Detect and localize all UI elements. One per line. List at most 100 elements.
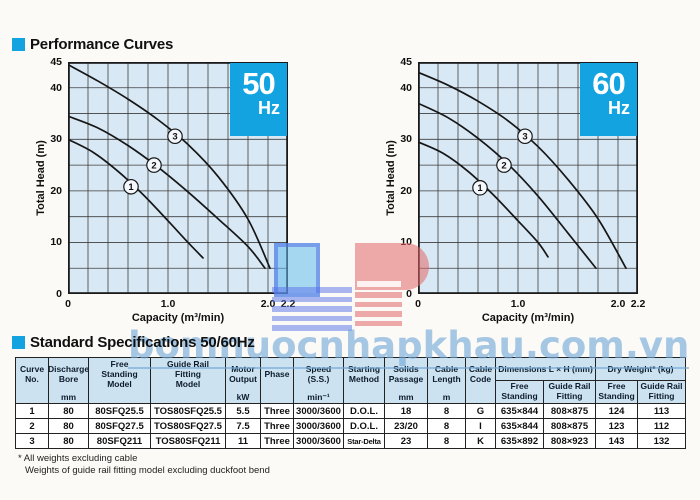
- plot-area-50hz: 1 2 3 50 Hz: [68, 62, 288, 294]
- table-cell: 2: [15, 418, 49, 434]
- col-header-discharge-bore: Discharge Bore mm: [48, 357, 89, 404]
- curve-number-badge-2: [146, 157, 162, 173]
- col-header-curve-no: Curve No.: [15, 357, 49, 404]
- section-heading-specifications: Standard Specifications 50/60Hz: [12, 334, 255, 351]
- table-header: Curve No. Discharge Bore mm Free Standing…: [15, 357, 687, 404]
- svg-text:2: 2: [151, 161, 156, 172]
- table-cell: Three: [260, 418, 294, 434]
- section-heading-text: Standard Specifications 50/60Hz: [30, 334, 255, 351]
- table-cell: 8: [427, 418, 466, 434]
- svg-text:3: 3: [522, 132, 527, 143]
- table-cell: 7.5: [225, 418, 261, 434]
- curve-2: [68, 115, 266, 270]
- col-header-starting-method: Starting Method: [343, 357, 385, 404]
- table-cell: 3: [15, 433, 49, 449]
- section-bullet-icon: [12, 38, 25, 51]
- x-axis-label: Capacity (m³/min): [131, 312, 225, 324]
- table-cell: 3000/3600: [293, 418, 344, 434]
- y-tick-label: 10: [50, 236, 62, 249]
- table-cell: 635×844: [495, 418, 544, 434]
- section-bullet-icon: [12, 336, 25, 349]
- col-group-dry-weight: Dry Weight* (kg): [595, 357, 687, 381]
- table-cell: TOS80SFQ27.5: [150, 418, 226, 434]
- col-subheader-dim-free-standing: Free Standing: [495, 380, 544, 404]
- footnote-line: * All weights excluding cable: [18, 453, 138, 464]
- table-cell: 80SFQ25.5: [88, 403, 151, 419]
- table-cell: 80SFQ211: [88, 433, 151, 449]
- hz-badge-unit: Hz: [608, 98, 630, 118]
- y-tick-label: 45: [400, 56, 412, 68]
- table-cell: 123: [595, 418, 639, 434]
- x-tick-label: 1.0: [160, 298, 176, 310]
- curve-number-badge-3: [517, 128, 533, 145]
- plot-area-60hz: 1 2 3 60 Hz: [418, 62, 638, 294]
- col-header-speed: Speed (S.S.) min⁻¹: [293, 357, 344, 404]
- table-cell: K: [465, 433, 496, 449]
- x-tick-label: 2.0: [610, 298, 626, 310]
- table-cell: 8: [427, 403, 466, 419]
- table-cell: 635×844: [495, 403, 544, 419]
- chart-60hz: 1 2 3 60 Hz Total Head (m) Capacity (m³/mi…: [378, 55, 678, 327]
- table-row: 2 80 80SFQ27.5 TOS80SFQ27.5 7.5 Three 3000/360…: [15, 418, 687, 434]
- table-cell: 132: [637, 433, 687, 449]
- table-cell: 808×923: [542, 433, 597, 449]
- chart-50hz: 1 2 3 50 Hz Total Head (m) Capacity (m³/mi…: [28, 55, 328, 327]
- y-tick-label: 30: [50, 133, 62, 146]
- table-cell: 80: [48, 403, 89, 419]
- y-axis-label: Total Head (m): [385, 140, 397, 216]
- curve-1: [68, 138, 204, 259]
- col-header-guide-rail-model: Guide Rail Fitting Model: [150, 357, 226, 404]
- svg-text:3: 3: [172, 132, 177, 143]
- table-cell: Star-Delta: [343, 433, 385, 449]
- col-header-cable-code: Cable Code: [465, 357, 496, 404]
- x-tick-label: 2.2: [280, 298, 296, 310]
- y-tick-label: 40: [400, 81, 412, 94]
- footnote-line: Weights of guide rail fitting model excl…: [25, 465, 270, 476]
- curve-number-badge-1: [123, 178, 139, 195]
- y-axis-label: Total Head (m): [35, 140, 47, 216]
- hz-badge-number: 50: [242, 66, 275, 101]
- table-cell: 5.5: [225, 403, 261, 419]
- section-heading-text: Performance Curves: [30, 36, 174, 53]
- col-group-dimensions: Dimensions L × H (mm): [494, 357, 597, 381]
- x-axis-label: Capacity (m³/min): [481, 312, 575, 324]
- table-cell: 18: [384, 403, 428, 419]
- x-tick-label: 0: [65, 298, 71, 310]
- table-cell: Three: [260, 433, 294, 449]
- y-tick-label: 0: [406, 288, 412, 300]
- y-tick-label: 30: [400, 133, 412, 146]
- table-cell: 8: [427, 433, 466, 449]
- svg-text:2: 2: [501, 161, 506, 172]
- table-cell: TOS80SFQ25.5: [150, 403, 226, 419]
- curve-1: [418, 141, 549, 258]
- x-tick-label: 1.0: [510, 298, 526, 310]
- table-cell: Three: [260, 403, 294, 419]
- table-cell: 143: [595, 433, 639, 449]
- table-cell: I: [465, 418, 496, 434]
- y-tick-label: 0: [56, 288, 62, 300]
- col-header-cable-length: Cable Length m: [427, 357, 466, 404]
- table-cell: G: [465, 403, 496, 419]
- col-header-phase: Phase: [260, 357, 294, 404]
- table-cell: 808×875: [542, 418, 597, 434]
- table-cell: 3000/3600: [293, 433, 344, 449]
- table-cell: 112: [637, 418, 687, 434]
- col-subheader-wt-free-standing: Free Standing: [595, 380, 639, 404]
- table-cell: 808×875: [542, 403, 597, 419]
- table-row: 1 80 80SFQ25.5 TOS80SFQ25.5 5.5 Three 3000/360…: [15, 403, 687, 419]
- hz-badge-number: 60: [592, 66, 625, 101]
- y-tick-label: 10: [400, 236, 412, 249]
- svg-text:1: 1: [477, 183, 483, 194]
- svg-text:1: 1: [128, 182, 134, 193]
- y-tick-label: 40: [50, 81, 62, 94]
- specifications-table-wrapper: Curve No. Discharge Bore mm Free Standing…: [15, 357, 687, 449]
- table-cell: 23/20: [384, 418, 428, 434]
- table-cell: 124: [595, 403, 639, 419]
- col-header-solids-passage: Solids Passage mm: [384, 357, 428, 404]
- table-cell: TOS80SFQ211: [150, 433, 226, 449]
- table-cell: 113: [637, 403, 687, 419]
- x-tick-label: 0: [415, 298, 421, 310]
- table-cell: 80: [48, 418, 89, 434]
- hz-badge-unit: Hz: [258, 98, 280, 118]
- table-cell: 11: [225, 433, 261, 449]
